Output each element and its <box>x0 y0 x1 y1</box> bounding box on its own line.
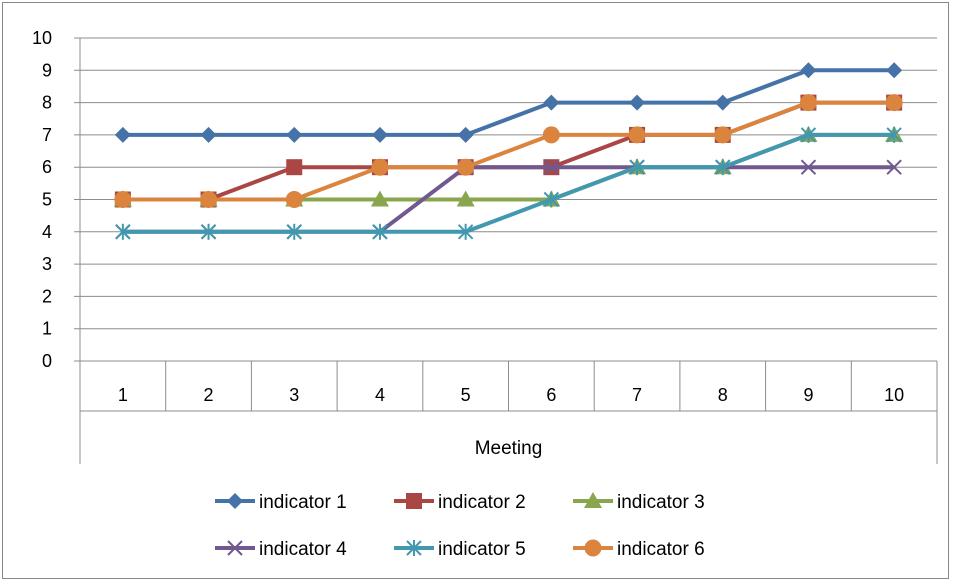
data-point <box>200 126 217 143</box>
legend-label: indicator 4 <box>259 539 347 560</box>
series-1 <box>114 62 903 143</box>
series-line <box>122 132 895 234</box>
legend-marker <box>406 540 422 556</box>
y-axis-ticks: 0 1 2 3 4 5 6 7 8 9 10 <box>32 28 52 371</box>
legend-item: indicator 6 <box>573 539 705 560</box>
data-point <box>886 126 902 143</box>
legend-marker <box>584 492 602 508</box>
series-5 <box>115 126 902 240</box>
y-tick-label: 9 <box>42 60 52 80</box>
data-point <box>200 223 217 240</box>
y-tick-label: 1 <box>42 319 52 339</box>
x-tick-label: 5 <box>461 385 471 405</box>
y-tick-label: 3 <box>42 254 52 274</box>
data-point <box>371 158 389 176</box>
x-tick-label: 4 <box>375 385 385 405</box>
data-point <box>715 159 731 176</box>
data-point <box>542 126 560 144</box>
data-point <box>286 223 302 240</box>
data-point <box>457 158 475 176</box>
y-tick-label: 5 <box>42 190 52 210</box>
data-point <box>628 126 646 144</box>
legend-item: indicator 3 <box>573 492 705 513</box>
data-point <box>799 94 817 112</box>
x-tick-label: 2 <box>204 385 214 405</box>
gridlines <box>74 37 937 330</box>
data-point <box>886 62 903 79</box>
legend: indicator 1 indicator 2 indicator 3 indicat… <box>215 492 705 560</box>
series-6 <box>114 94 903 208</box>
data-point <box>886 159 902 175</box>
x-axis-title: Meeting <box>475 438 543 459</box>
data-point <box>885 94 903 112</box>
data-point <box>543 191 560 208</box>
x-axis-ticks: 1 2 3 4 5 6 7 8 9 10 <box>118 385 904 405</box>
data-point <box>114 126 131 143</box>
x-tick-label: 3 <box>289 385 299 405</box>
data-point <box>285 191 303 208</box>
y-tick-label: 4 <box>42 222 52 242</box>
data-point <box>629 159 645 176</box>
axes <box>74 38 938 464</box>
legend-label: indicator 1 <box>259 492 347 513</box>
legend-marker <box>584 539 602 557</box>
data-point <box>115 223 131 240</box>
data-point <box>456 190 475 207</box>
y-tick-label: 6 <box>42 157 52 177</box>
data-point <box>800 62 817 79</box>
legend-label: indicator 2 <box>438 492 526 513</box>
x-tick-label: 8 <box>718 385 728 405</box>
y-tick-label: 7 <box>42 125 52 145</box>
data-point <box>286 159 303 176</box>
data-point <box>629 94 646 111</box>
x-tick-label: 6 <box>546 385 556 405</box>
data-point <box>200 191 218 208</box>
data-point <box>286 126 303 143</box>
legend-label: indicator 5 <box>438 539 526 560</box>
y-tick-label: 8 <box>42 93 52 113</box>
legend-item: indicator 2 <box>394 492 526 513</box>
x-tick-label: 10 <box>884 385 904 405</box>
x-tick-label: 1 <box>118 385 128 405</box>
x-tick-label: 7 <box>632 385 642 405</box>
data-point <box>800 126 817 143</box>
data-point <box>714 94 731 111</box>
data-point <box>800 159 817 175</box>
series-layer <box>113 62 904 240</box>
data-point <box>457 223 474 240</box>
data-point <box>457 126 474 143</box>
legend-label: indicator 3 <box>617 492 705 513</box>
data-point <box>714 126 732 144</box>
data-point <box>543 94 560 111</box>
y-tick-label: 2 <box>42 286 52 306</box>
y-tick-label: 0 <box>42 351 52 371</box>
legend-item: indicator 4 <box>215 539 347 560</box>
y-tick-label: 10 <box>32 28 52 48</box>
legend-marker <box>406 493 422 509</box>
legend-marker <box>227 540 243 556</box>
legend-marker <box>227 493 243 509</box>
legend-item: indicator 5 <box>394 539 526 560</box>
series-line <box>122 68 895 137</box>
legend-item: indicator 1 <box>215 492 347 513</box>
legend-label: indicator 6 <box>617 539 705 560</box>
series-line <box>122 100 895 202</box>
x-tick-label: 9 <box>803 385 813 405</box>
data-point <box>371 126 388 143</box>
data-point <box>543 159 560 175</box>
data-point <box>114 191 132 208</box>
data-point <box>372 223 388 240</box>
data-point <box>370 190 389 207</box>
